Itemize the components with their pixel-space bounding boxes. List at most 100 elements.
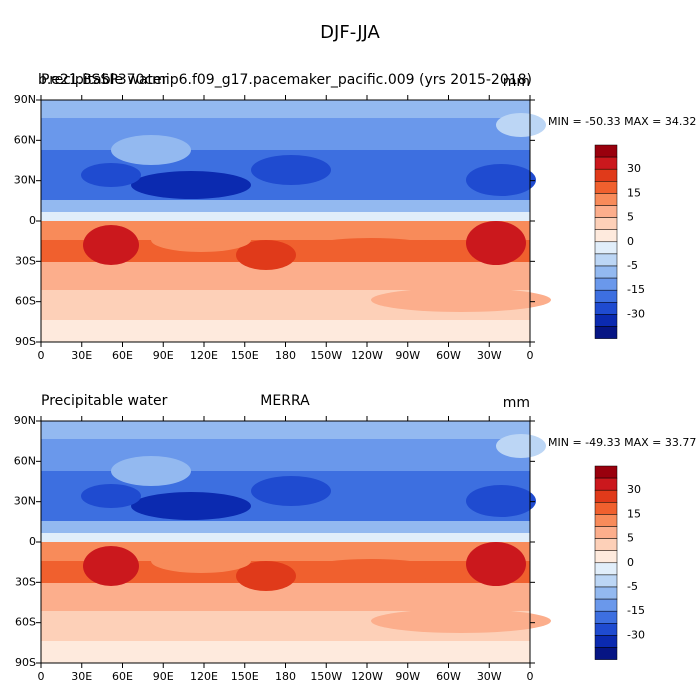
field-band [41, 320, 530, 342]
left-string: Precipitable water [41, 393, 168, 409]
colorbar-box [594, 253, 618, 267]
colorbar-box [594, 205, 618, 218]
lat-label: 30S [15, 575, 36, 588]
colorbar-box [594, 314, 618, 327]
lon-label: 90E [153, 349, 174, 362]
field-band [41, 521, 530, 533]
colorbar-label: 15 [627, 186, 641, 199]
field-blob [466, 164, 536, 196]
lon-label: 120E [190, 349, 218, 362]
field-blob [111, 135, 191, 165]
colorbar-box [594, 477, 618, 491]
field-band [41, 262, 530, 290]
lat-label: 90S [15, 335, 36, 348]
lat-label: 90N [14, 93, 36, 106]
lat-label: 90S [15, 656, 36, 669]
lat-label: 60S [15, 295, 36, 308]
field-blob [236, 240, 296, 270]
field-band [41, 100, 530, 118]
field-blob [236, 561, 296, 591]
lat-label: 30S [15, 254, 36, 267]
colorbar-box [594, 302, 618, 315]
field-blob [371, 288, 551, 312]
colorbar-box [594, 465, 618, 479]
colorbar-box [594, 289, 618, 303]
center-string: MERRA [260, 393, 310, 409]
field-blob [83, 225, 139, 265]
colorbar-box [594, 586, 618, 600]
colorbar-label: 30 [627, 162, 641, 175]
colorbar-box [594, 635, 618, 648]
colorbar-label: 0 [627, 556, 634, 569]
colorbar-box [594, 623, 618, 636]
colorbar-box [594, 265, 618, 279]
colorbar-box [594, 326, 618, 339]
center-string: b.e21.BSSP370cmip6.f09_g17.pacemaker_pac… [38, 72, 532, 88]
field-blob [466, 542, 526, 586]
field-blob [81, 484, 141, 508]
field-blob [83, 546, 139, 586]
lon-label: 60E [112, 670, 133, 683]
field-blob [131, 492, 251, 520]
units: mm [503, 74, 530, 90]
lon-label: 90E [153, 670, 174, 683]
lat-label: 60N [14, 454, 36, 467]
lon-label: 120W [351, 670, 383, 683]
lon-label: 120E [190, 670, 218, 683]
colorbar-box [594, 241, 618, 255]
field-blob [251, 476, 331, 506]
colorbar-label: 0 [627, 235, 634, 248]
colorbar-box [594, 526, 618, 539]
colorbar-label: -5 [627, 259, 638, 272]
lon-label: 30E [71, 349, 92, 362]
colorbar-box [594, 647, 618, 660]
lon-label: 0 [527, 670, 534, 683]
colorbar-box [594, 277, 618, 291]
field-band [41, 421, 530, 439]
field-band [41, 641, 530, 663]
figure-title: DJF-JJA [320, 22, 380, 43]
colorbar-box [594, 156, 618, 170]
lon-label: 150E [231, 349, 259, 362]
field-blob [496, 113, 546, 137]
field-band [41, 200, 530, 212]
colorbar-box [594, 489, 618, 503]
field-band [41, 212, 530, 221]
colorbar-box [594, 598, 618, 612]
lon-label: 150E [231, 670, 259, 683]
field-blob [151, 228, 251, 252]
lon-label: 30E [71, 670, 92, 683]
field-blob [496, 434, 546, 458]
colorbar-label: 5 [627, 532, 634, 545]
lat-label: 60N [14, 133, 36, 146]
lon-label: 90W [395, 349, 420, 362]
colorbar-box [594, 610, 618, 624]
field-band [41, 533, 530, 542]
colorbar-label: -15 [627, 283, 645, 296]
colorbar-label: 30 [627, 483, 641, 496]
field-blob [131, 171, 251, 199]
colorbar-label: -5 [627, 580, 638, 593]
stats: MIN = -49.33 MAX = 33.77 [548, 436, 696, 449]
lon-label: 90W [395, 670, 420, 683]
lon-label: 60E [112, 349, 133, 362]
lon-label: 150W [310, 349, 342, 362]
lat-label: 30N [14, 495, 36, 508]
field-blob [81, 163, 141, 187]
colorbar-box [594, 574, 618, 588]
lon-label: 120W [351, 349, 383, 362]
lon-label: 180 [275, 670, 296, 683]
lon-label: 180 [275, 349, 296, 362]
colorbar-label: 5 [627, 211, 634, 224]
colorbar-box [594, 168, 618, 182]
colorbar-box [594, 181, 618, 194]
lon-label: 30W [477, 349, 502, 362]
lon-label: 30W [477, 670, 502, 683]
field-blob [466, 485, 536, 517]
units: mm [503, 395, 530, 411]
colorbar-box [594, 193, 618, 206]
left-string: Precipitable water [41, 72, 168, 88]
field-blob [466, 221, 526, 265]
colorbar-label: 15 [627, 507, 641, 520]
